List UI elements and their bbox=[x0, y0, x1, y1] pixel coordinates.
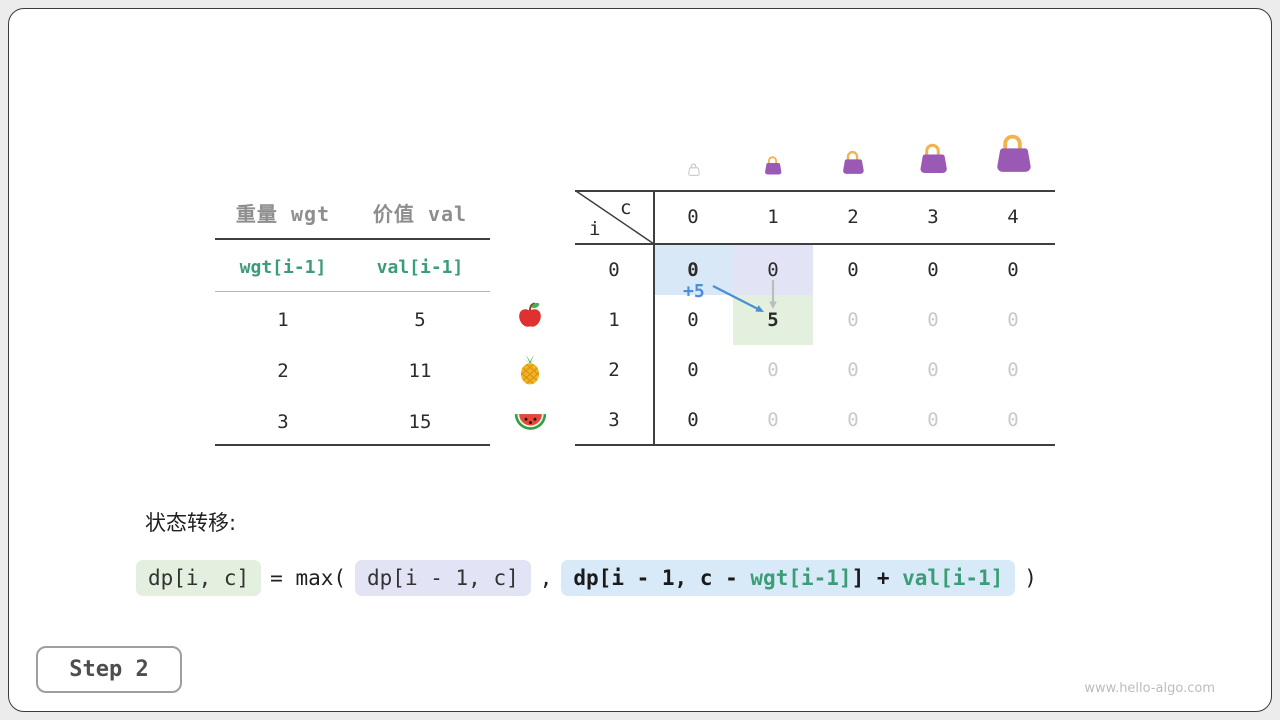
dp-cell-2-3: 0 bbox=[927, 359, 939, 381]
dp-row-label-2: 2 bbox=[608, 359, 620, 381]
dp-corner-col-axis: c bbox=[620, 197, 632, 219]
item-0-val: 5 bbox=[414, 309, 426, 331]
formula-arg2-wgt: wgt[i-1] bbox=[750, 566, 852, 590]
formula-arg2-part2: ] + bbox=[851, 566, 903, 590]
transition-label: 状态转移: bbox=[145, 511, 237, 535]
dp-table-line-header bbox=[575, 243, 1055, 245]
formula-arg1: dp[i - 1, c] bbox=[355, 560, 531, 596]
pineapple-icon bbox=[520, 354, 540, 385]
dp-row-labels: 0 1 2 3 bbox=[575, 245, 653, 445]
dp-cell-3-4: 0 bbox=[1007, 409, 1019, 431]
formula-arg2-val: val[i-1] bbox=[902, 566, 1004, 590]
handbag-icon bbox=[997, 134, 1031, 172]
items-table-line-top bbox=[215, 238, 490, 240]
formula-comma: , bbox=[539, 566, 553, 590]
formula-arg2: dp[i - 1, c - wgt[i-1]] + val[i-1] bbox=[561, 560, 1016, 596]
dp-cell-3-0: 0 bbox=[687, 409, 699, 431]
dp-cell-2-0: 0 bbox=[687, 359, 699, 381]
dp-cell-0-2: 0 bbox=[847, 259, 859, 281]
handbag-icon bbox=[765, 156, 782, 175]
dp-cell-3-1: 0 bbox=[767, 409, 779, 431]
dp-col-header-0: 0 bbox=[687, 206, 699, 228]
item-2-val: 15 bbox=[408, 411, 432, 433]
dp-table-line-top bbox=[575, 190, 1055, 192]
dp-col-header-4: 4 bbox=[1007, 206, 1019, 228]
dp-cell-1-3: 0 bbox=[927, 309, 939, 331]
dp-table-line-bottom bbox=[575, 444, 1055, 446]
dp-cell-2-2: 0 bbox=[847, 359, 859, 381]
dp-row-label-3: 3 bbox=[608, 409, 620, 431]
dp-cell-1-2: 0 bbox=[847, 309, 859, 331]
dp-table-line-vertical bbox=[653, 190, 655, 446]
items-formula-val: val[i-1] bbox=[376, 257, 464, 278]
dp-corner-row-axis: i bbox=[589, 218, 601, 240]
item-2-wgt: 3 bbox=[277, 411, 289, 433]
dp-cell-1-4: 0 bbox=[1007, 309, 1019, 331]
dp-col-header-3: 3 bbox=[927, 206, 939, 228]
dp-transition-arrows bbox=[712, 280, 777, 312]
items-table-line-mid bbox=[215, 291, 490, 292]
watermark: www.hello-algo.com bbox=[1084, 681, 1215, 696]
items-table-line-bottom bbox=[215, 444, 490, 446]
formula-close-paren: ) bbox=[1024, 566, 1037, 590]
dp-row-label-0: 0 bbox=[608, 259, 620, 281]
dp-col-header-1: 1 bbox=[767, 206, 779, 228]
step-badge: Step 2 bbox=[36, 646, 182, 693]
dp-cell-2-1: 0 bbox=[767, 359, 779, 381]
handbag-icon bbox=[843, 150, 864, 174]
formula-operator: = max( bbox=[270, 566, 347, 590]
items-formula-wgt: wgt[i-1] bbox=[239, 257, 327, 278]
formula-lhs: dp[i, c] bbox=[136, 560, 262, 596]
dp-cell-0-0: 0 bbox=[653, 245, 733, 295]
item-0-wgt: 1 bbox=[277, 309, 289, 331]
dp-col-header-2: 2 bbox=[847, 206, 859, 228]
apple-icon bbox=[519, 302, 541, 327]
dp-col-headers: 0 1 2 3 4 bbox=[653, 191, 1053, 243]
dp-row-label-1: 1 bbox=[608, 309, 620, 331]
items-header-wgt: 重量 wgt bbox=[235, 202, 331, 226]
items-header-val: 价值 val bbox=[372, 202, 468, 226]
handbag-outline-icon bbox=[688, 163, 700, 176]
dp-cell-3-2: 0 bbox=[847, 409, 859, 431]
dp-cell-0-4: 0 bbox=[1007, 259, 1019, 281]
watermelon-icon bbox=[514, 414, 547, 430]
plus-value-annotation: +5 bbox=[683, 281, 705, 302]
dp-cell-3-3: 0 bbox=[927, 409, 939, 431]
item-1-wgt: 2 bbox=[277, 360, 289, 382]
handbag-icon bbox=[920, 143, 947, 173]
dp-cell-2-4: 0 bbox=[1007, 359, 1019, 381]
item-1-val: 11 bbox=[408, 360, 432, 382]
transition-formula: dp[i, c] = max( dp[i - 1, c] , dp[i - 1,… bbox=[136, 560, 1037, 596]
formula-arg2-part1: dp[i - 1, c - bbox=[573, 566, 751, 590]
dp-cell-1-0: 0 bbox=[687, 309, 699, 331]
dp-cell-0-3: 0 bbox=[927, 259, 939, 281]
dp-corner-diagonal bbox=[575, 190, 655, 245]
